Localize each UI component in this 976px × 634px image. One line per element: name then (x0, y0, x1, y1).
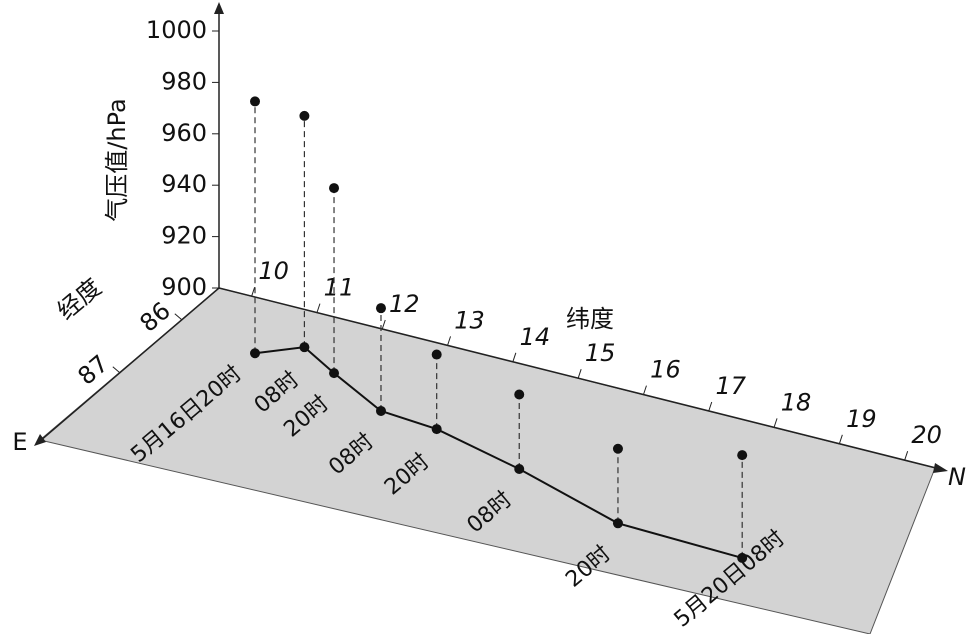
track-point (612, 518, 623, 529)
latitude-tick-label: 19 (846, 405, 877, 433)
latitude-tick-label: 12 (389, 290, 420, 318)
pressure-tick-label: 920 (161, 222, 207, 250)
pressure-tick-label: 900 (161, 273, 207, 301)
pressure-dot (514, 389, 525, 400)
tick-mark (512, 352, 517, 362)
track-point (250, 348, 261, 359)
longitude-axis-label: 经度 (52, 273, 107, 325)
arrow (214, 2, 224, 14)
arrow (933, 463, 948, 473)
latitude-axis (218, 287, 941, 470)
track-line (254, 346, 743, 559)
tick-mark (577, 369, 582, 379)
track-point (737, 552, 748, 563)
pressure-axis-label: 气压值/hPa (103, 98, 131, 221)
latitude-tick-label: 16 (650, 356, 681, 384)
pressure-tick-label: 980 (161, 67, 207, 95)
tick-mark (838, 434, 843, 444)
latitude-tick-label: 13 (454, 306, 485, 334)
tick-mark (904, 451, 909, 461)
pressure-tick-label: 1000 (146, 16, 207, 44)
latitude-tick-label: 15 (585, 339, 616, 367)
latitude-tick-label: 18 (781, 388, 812, 416)
track-point (514, 464, 525, 475)
tick-mark (174, 313, 183, 321)
pressure-dot (737, 450, 748, 461)
pressure-tick-label: 960 (161, 119, 207, 147)
tick-mark (773, 418, 778, 428)
pressure-dot (299, 110, 310, 121)
tick-mark (112, 366, 121, 374)
pressure-dot (250, 96, 261, 107)
latitude-axis-end: N (948, 463, 966, 491)
longitude-axis-end: E (12, 428, 27, 456)
floor-plane (38, 287, 936, 634)
latitude-tick-label: 20 (911, 421, 942, 449)
pressure-dot (612, 443, 623, 454)
latitude-axis-label: 纬度 (566, 305, 614, 333)
tick-mark (381, 319, 386, 330)
pressure-dot (375, 303, 386, 314)
tick-mark (251, 287, 256, 297)
track-point (375, 405, 386, 416)
pressure-tick-label: 940 (161, 170, 207, 198)
track-point (431, 424, 442, 435)
tick-mark (316, 303, 321, 313)
tick-mark (642, 385, 647, 395)
tick-mark (447, 336, 452, 346)
latitude-tick-label: 14 (520, 323, 551, 351)
longitude-axis (39, 287, 220, 442)
track-point (299, 342, 310, 353)
tick-mark (708, 401, 713, 412)
pressure-dot (329, 183, 340, 194)
latitude-tick-label: 10 (258, 257, 289, 285)
pressure-dot (431, 349, 442, 360)
track-point (329, 368, 340, 379)
arrow (34, 434, 46, 446)
latitude-tick-label: 17 (715, 372, 746, 400)
latitude-tick-label: 11 (324, 274, 355, 302)
